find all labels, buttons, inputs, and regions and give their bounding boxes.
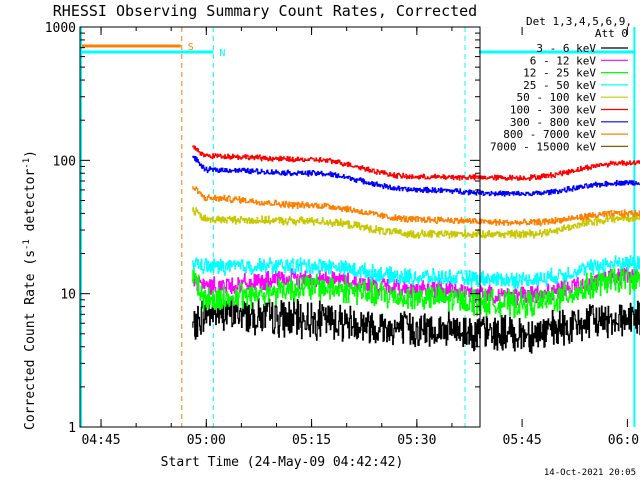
series-line-6 [192,155,640,197]
saa-label: S [188,42,194,53]
legend-label: 6 - 12 keV [530,54,597,67]
series-line-3 [192,255,640,289]
legend-header-line1: Det 1,3,4,5,6,9, [526,15,632,28]
legend-label: 800 - 7000 keV [503,128,596,141]
plot-frame [79,26,481,428]
series-line-7 [192,185,640,227]
chart-title: RHESSI Observing Summary Count Rates, Co… [53,2,477,20]
night-label: N [219,48,225,59]
y-tick-label: 100 [53,154,76,169]
y-axis-ticks: 1 10 100 1000 [45,21,480,436]
y-tick-label: 1 [68,421,76,436]
series-line-0 [192,295,640,354]
series-line-5 [192,145,640,181]
x-axis-label: Start Time (24-May-09 04:42:42) [161,455,404,470]
legend-label: 100 - 300 keV [510,104,596,117]
x-tick-label: 05:45 [503,433,542,448]
series-layer [192,145,640,354]
legend-label: 25 - 50 keV [523,79,596,92]
footer-date: 14-Oct-2021 20:05 [544,468,636,478]
x-tick-label: 05:00 [187,433,226,448]
series-line-2 [192,268,640,319]
y-tick-label: 1000 [45,21,76,36]
legend-label: 7000 - 15000 keV [490,140,596,153]
x-tick-label: 04:45 [81,433,120,448]
legend-label: 300 - 800 keV [510,116,596,129]
legend-label: 12 - 25 keV [523,67,596,80]
y-axis-label: Corrected Count Rate (s-1 detector-1) [22,150,38,430]
legend-header-line2: Att 0 [595,27,628,40]
y-tick-label: 10 [60,288,76,303]
legend-label: 3 - 6 keV [536,42,596,55]
x-tick-label: 06:00 [608,433,640,448]
series-line-4 [192,207,640,239]
x-tick-label: 05:15 [292,433,331,448]
legend-label: 50 - 100 keV [517,91,597,104]
x-tick-label: 05:30 [397,433,436,448]
annotations-layer: SN [80,27,636,427]
